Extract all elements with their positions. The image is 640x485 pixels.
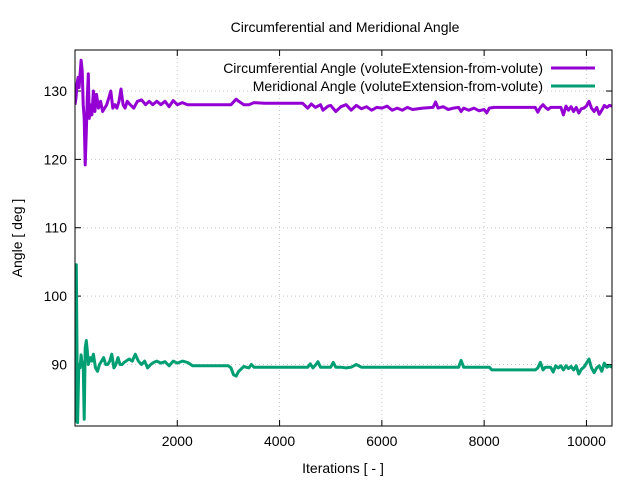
x-tick-label: 4000	[264, 433, 295, 449]
series-lines	[75, 58, 612, 425]
legend-label-1: Circumferential Angle (voluteExtension-f…	[223, 60, 543, 76]
y-tick-label: 100	[44, 288, 68, 304]
grid-lines	[75, 50, 612, 426]
legend: Circumferential Angle (voluteExtension-f…	[223, 60, 595, 94]
x-tick-label: 8000	[469, 433, 500, 449]
series-line-2	[75, 263, 612, 425]
y-tick-label: 110	[45, 220, 68, 236]
y-tick-label: 130	[44, 83, 68, 99]
x-tick-label: 10000	[567, 433, 606, 449]
series-line-1	[75, 58, 612, 167]
y-axis-label: Angle [ deg ]	[9, 199, 25, 278]
x-tick-label: 6000	[366, 433, 397, 449]
x-axis-label: Iterations [ - ]	[302, 460, 384, 476]
chart-title: Circumferential and Meridional Angle	[231, 19, 460, 35]
plot-area-frame	[74, 49, 613, 427]
y-tick-label: 120	[44, 151, 68, 167]
y-tick-label: 90	[51, 356, 67, 372]
axis-ticks: 2000 4000 6000 8000 10000 90 100 110 120 130	[44, 50, 612, 449]
x-tick-label: 2000	[162, 433, 193, 449]
legend-label-2: Meridional Angle (voluteExtension-from-v…	[253, 78, 543, 94]
